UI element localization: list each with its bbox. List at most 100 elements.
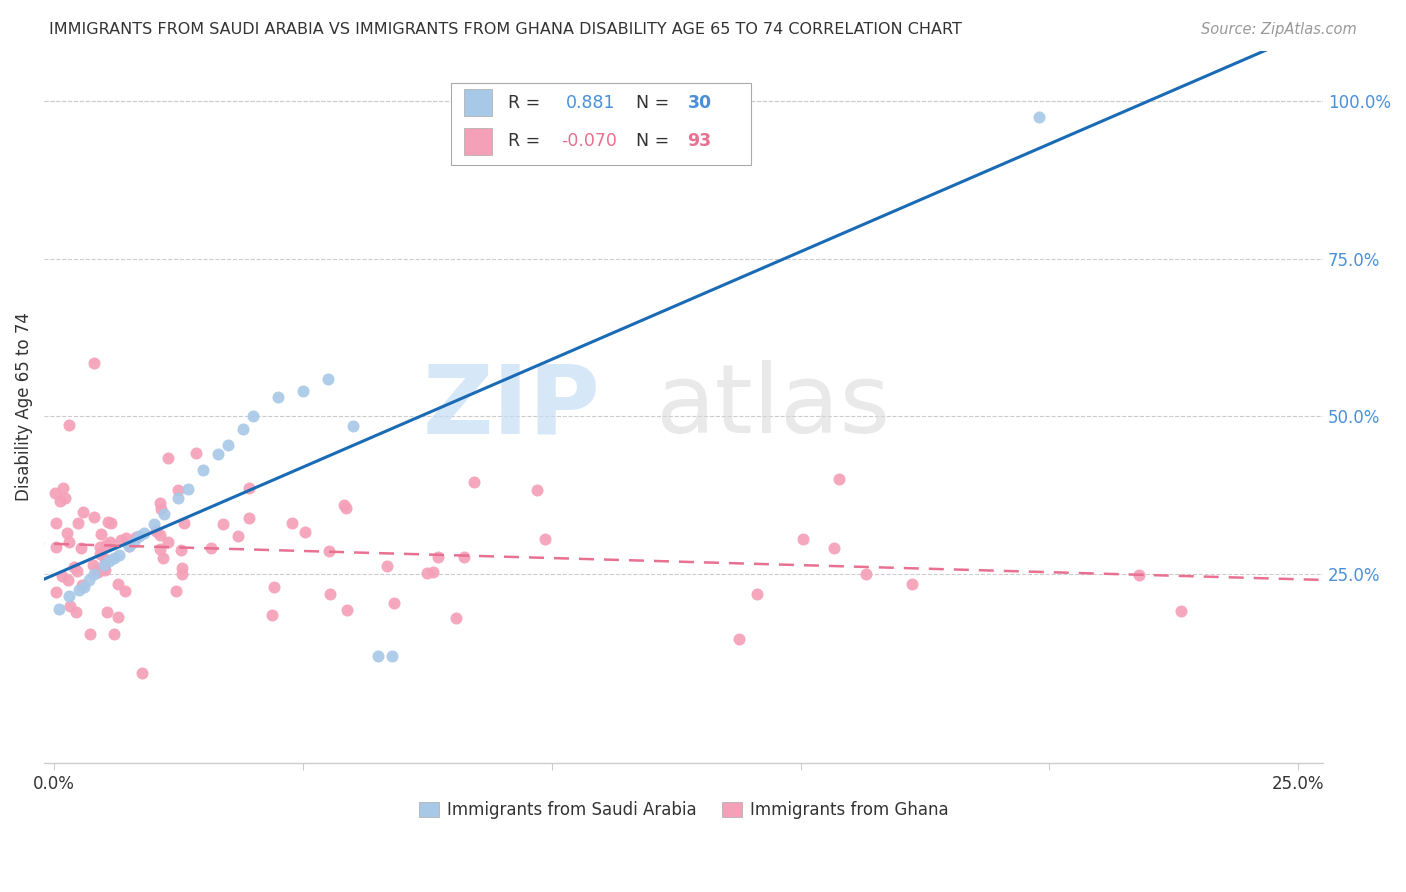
Text: R =: R = (509, 132, 546, 150)
Text: Source: ZipAtlas.com: Source: ZipAtlas.com (1201, 22, 1357, 37)
Point (152, 551, 174, 566)
Point (148, 541, 170, 556)
Point (526, 483, 548, 497)
Point (142, 516, 165, 531)
Point (94, 552, 117, 566)
Point (73, 580, 96, 594)
Point (167, 491, 190, 506)
Point (200, 541, 222, 556)
Point (84, 564, 107, 578)
Point (59, 599, 82, 613)
Point (70, 541, 93, 555)
Point (149, 501, 172, 516)
Point (103, 627, 125, 641)
Text: IMMIGRANTS FROM SAUDI ARABIA VS IMMIGRANTS FROM GHANA DISABILITY AGE 65 TO 74 CO: IMMIGRANTS FROM SAUDI ARABIA VS IMMIGRAN… (49, 22, 962, 37)
Point (122, 535, 145, 549)
Point (124, 530, 146, 544)
Point (98, 534, 121, 549)
Point (97, 554, 120, 568)
Point (115, 531, 138, 545)
Point (444, 611, 467, 625)
Point (165, 584, 187, 599)
Point (1028, 110, 1050, 124)
Point (534, 533, 557, 547)
Point (232, 422, 254, 436)
Point (110, 533, 132, 548)
Point (87, 566, 110, 580)
FancyBboxPatch shape (464, 128, 492, 154)
Point (51, 568, 73, 582)
Point (90, 527, 112, 541)
Y-axis label: Disability Age 65 to 74: Disability Age 65 to 74 (15, 312, 32, 501)
Point (291, 384, 314, 399)
Point (58, 417, 80, 432)
Point (132, 526, 155, 541)
Point (316, 371, 339, 385)
Text: 93: 93 (688, 132, 711, 150)
Point (319, 587, 342, 601)
Point (107, 577, 129, 591)
Point (453, 549, 475, 564)
Point (172, 561, 194, 575)
Point (186, 446, 208, 460)
Point (149, 527, 172, 541)
Point (828, 472, 851, 486)
Point (83, 356, 105, 370)
Point (44, 486, 66, 500)
Point (427, 549, 450, 564)
Point (48, 601, 70, 615)
Point (128, 529, 150, 543)
Point (238, 510, 260, 524)
Point (67, 582, 90, 597)
Point (262, 607, 284, 622)
Point (238, 481, 260, 495)
Point (56, 573, 79, 587)
Point (207, 447, 229, 461)
Point (55, 491, 77, 505)
Point (67, 516, 90, 531)
Point (728, 632, 751, 646)
Point (294, 524, 316, 539)
Point (66, 564, 89, 578)
Point (107, 609, 129, 624)
Text: atlas: atlas (655, 360, 891, 453)
Point (177, 482, 200, 496)
Point (1170, 604, 1192, 618)
Point (823, 541, 845, 556)
FancyBboxPatch shape (464, 89, 492, 116)
Point (228, 529, 250, 543)
Point (83, 566, 105, 581)
Point (166, 483, 188, 497)
Point (382, 595, 405, 609)
Point (49, 494, 72, 508)
Point (170, 566, 193, 581)
FancyBboxPatch shape (451, 83, 751, 165)
Point (212, 516, 235, 531)
Point (145, 524, 167, 538)
Text: 0.881: 0.881 (567, 94, 616, 112)
Point (422, 565, 444, 579)
Point (58, 589, 80, 603)
Point (97, 515, 120, 529)
Text: N =: N = (637, 132, 675, 150)
Point (747, 587, 769, 601)
Point (375, 559, 398, 574)
Point (193, 463, 215, 477)
Text: N =: N = (637, 94, 675, 112)
Point (267, 391, 290, 405)
Point (170, 543, 193, 558)
Point (65, 606, 87, 620)
Point (335, 501, 357, 516)
Point (70, 578, 93, 592)
Point (333, 498, 356, 512)
Point (792, 533, 814, 547)
Text: ZIP: ZIP (423, 360, 600, 453)
Point (56, 525, 79, 540)
Text: -0.070: -0.070 (561, 132, 617, 150)
Point (156, 450, 179, 465)
Point (45, 541, 67, 555)
Point (156, 535, 179, 549)
Point (416, 566, 439, 580)
Point (342, 418, 364, 433)
Point (45, 516, 67, 530)
